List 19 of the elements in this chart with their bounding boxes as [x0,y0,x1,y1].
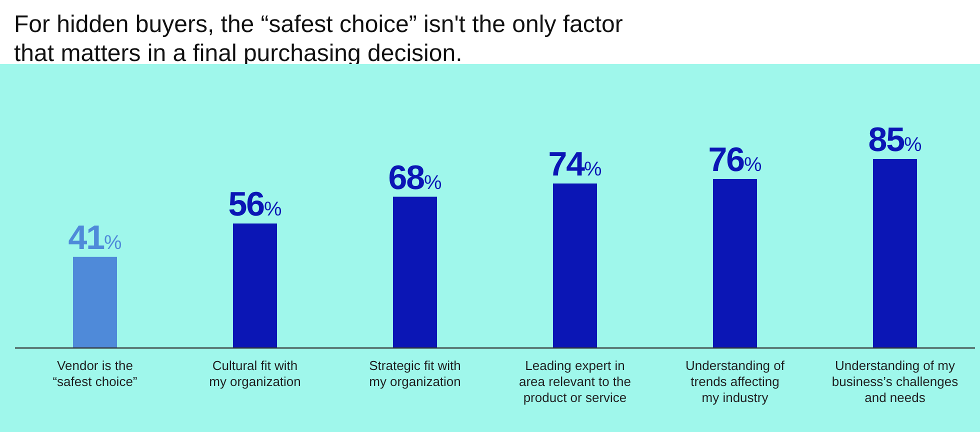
x-tick-label: Vendor is the “safest choice” [52,358,138,389]
x-tick-label: Leading expert in area relevant to the product or service [518,358,632,405]
data-label: 41% [68,218,122,257]
data-label: 74% [548,145,602,184]
x-tick-label: Strategic fit with my organization [369,358,461,389]
data-label: 56% [228,185,282,224]
bar [873,159,917,348]
x-tick-label: Cultural fit with my organization [209,358,301,389]
data-label: 68% [388,158,442,197]
x-tick-label: Understanding of trends affecting my industry [685,358,785,405]
bar [393,196,437,348]
bar [553,183,597,348]
bar [713,179,757,348]
chart-title: For hidden buyers, the “safest choice” isn't the only factor that matters in a final purchasing decision. [14,10,623,68]
bar [73,256,117,348]
bar [233,223,277,348]
data-label: 85% [868,121,922,159]
x-tick-label: Understanding of my business’s challenges and needs [832,358,959,405]
data-label: 76% [708,141,762,180]
